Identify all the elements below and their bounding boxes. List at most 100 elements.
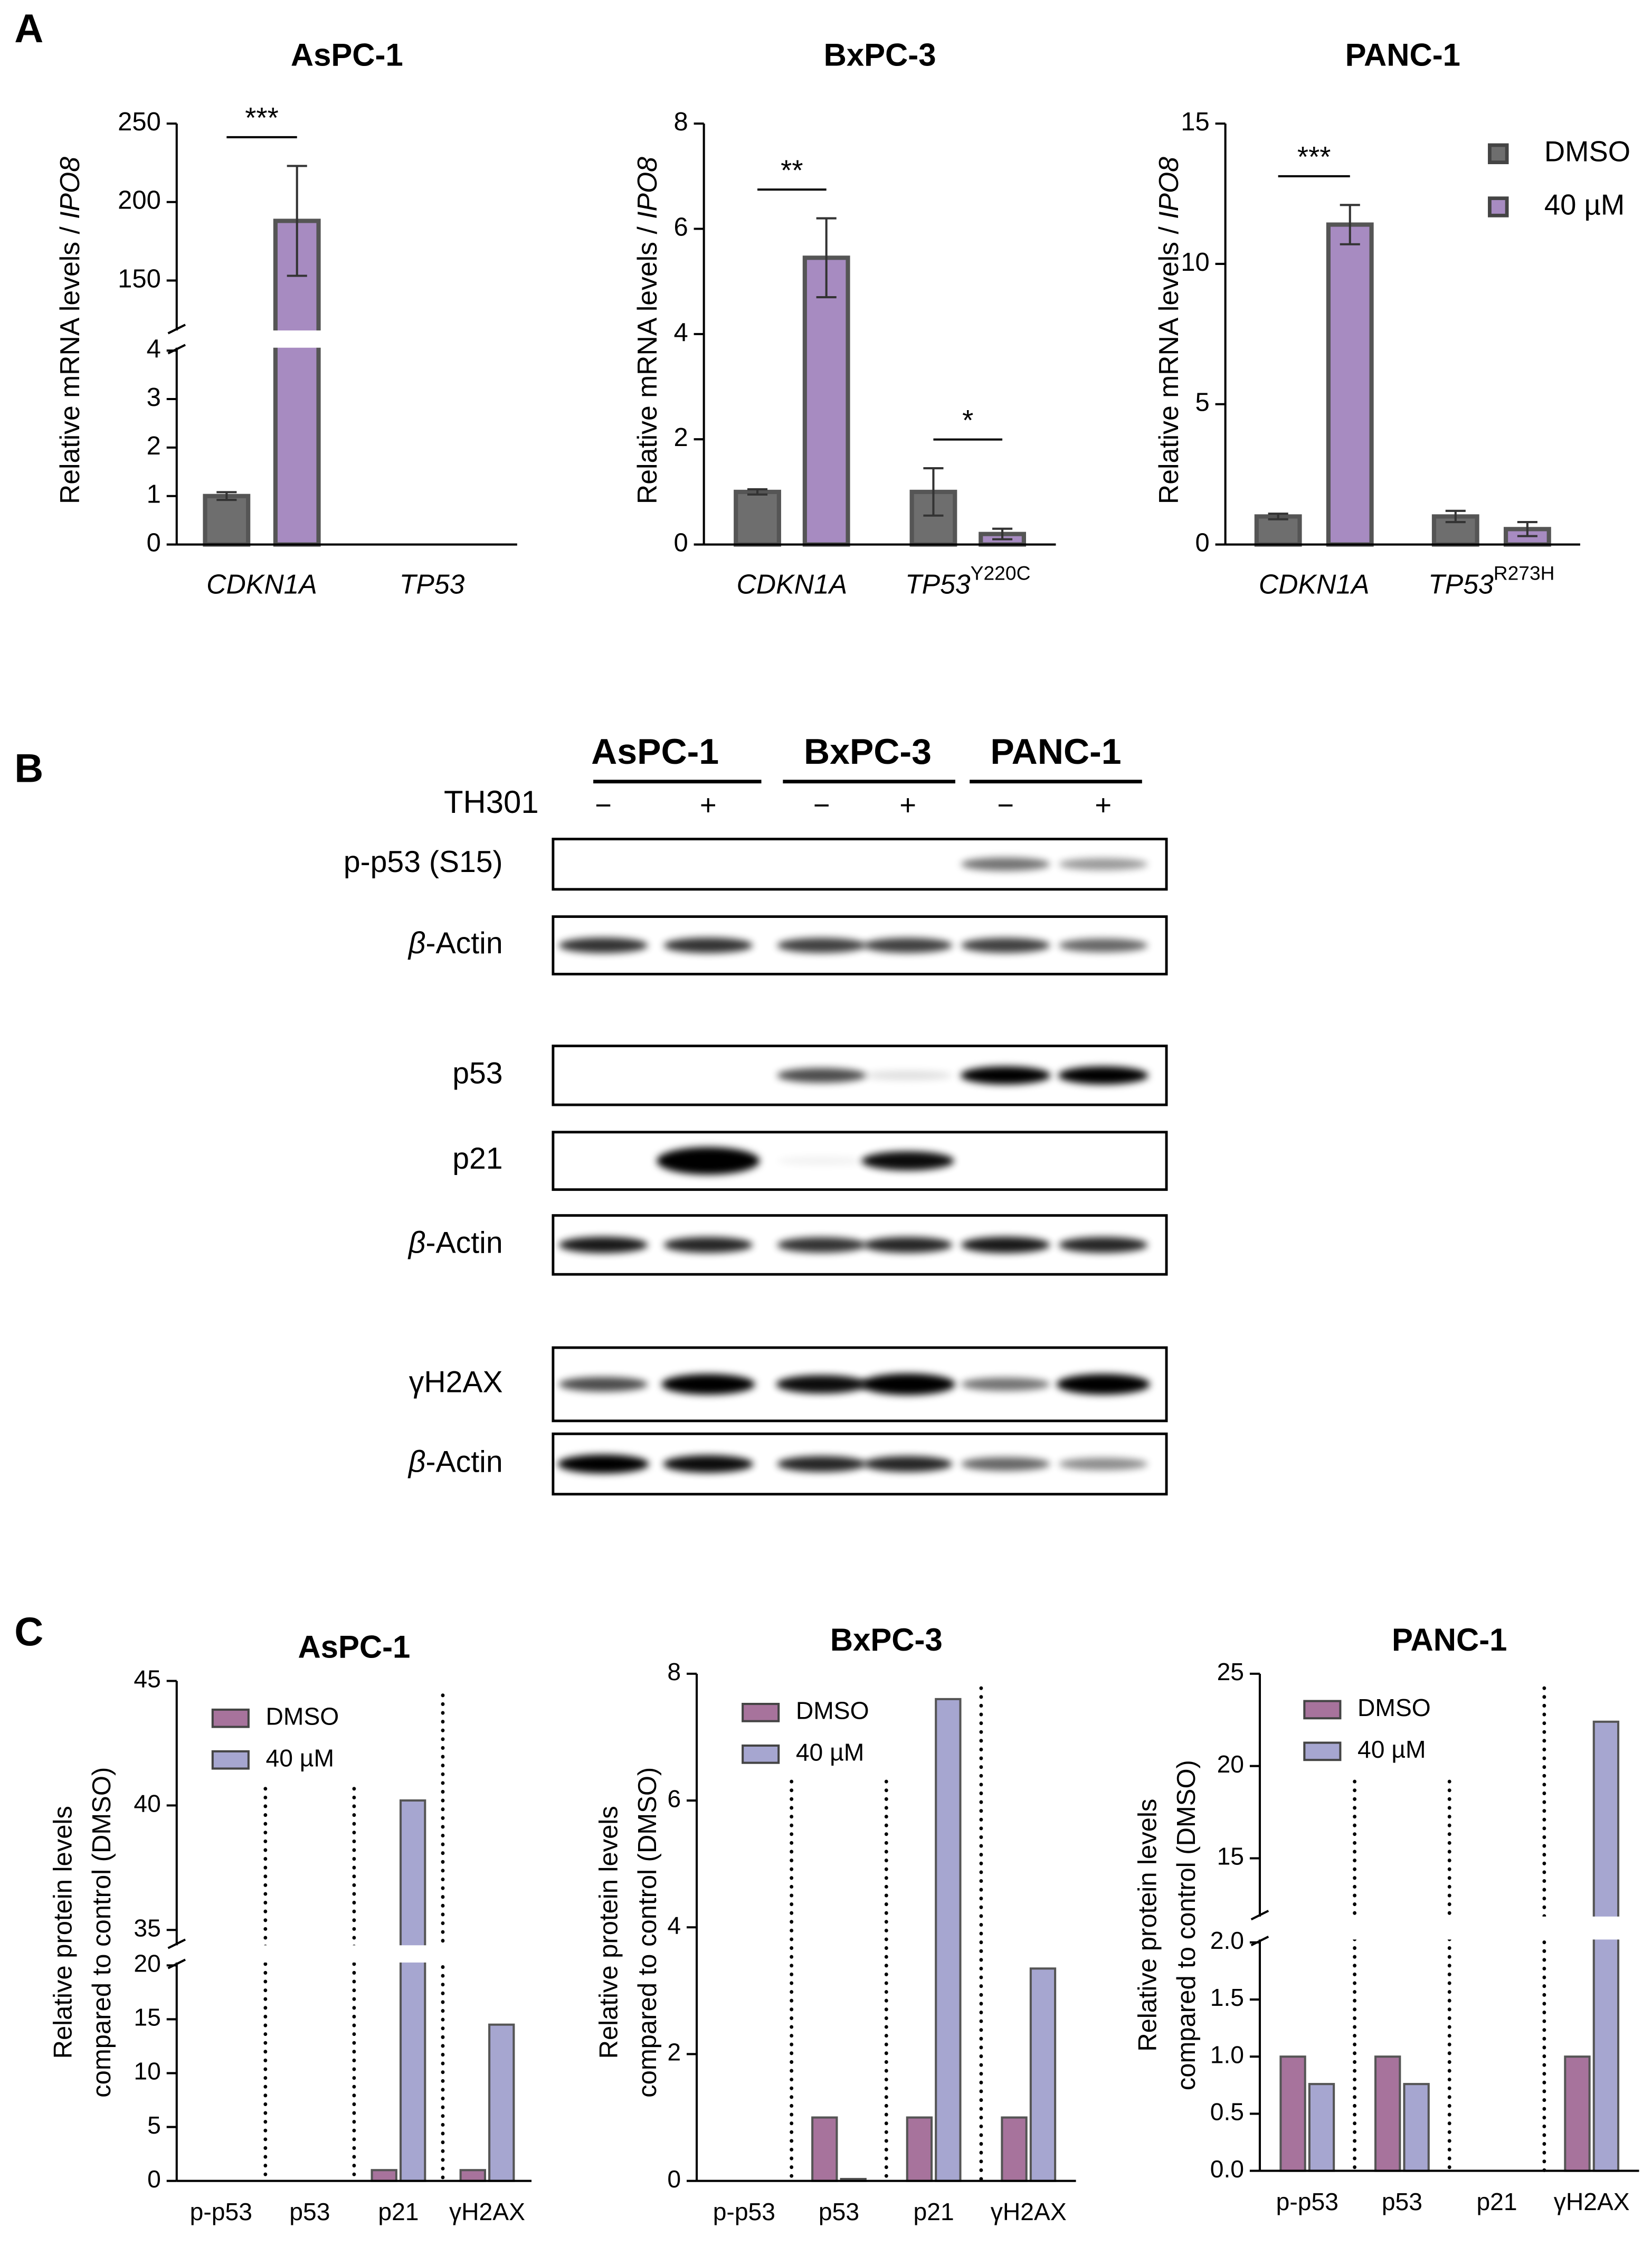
category-name: p53 bbox=[1382, 2188, 1422, 2215]
category-name: p53 bbox=[819, 2198, 859, 2225]
break-mark bbox=[1250, 1936, 1269, 1947]
superscript: R273H bbox=[1494, 562, 1555, 584]
band bbox=[961, 937, 1050, 953]
x-tick-label: p53 bbox=[289, 2198, 330, 2225]
blot-row-label: p-p53 (S15) bbox=[344, 845, 503, 879]
y-tick-label: 4 bbox=[667, 1911, 681, 1939]
y-tick-label: 15 bbox=[1217, 1843, 1244, 1870]
x-tick-label: CDKN1A bbox=[1259, 568, 1370, 599]
band bbox=[657, 1147, 760, 1175]
band bbox=[961, 857, 1050, 871]
band bbox=[558, 1236, 648, 1253]
blot-row-label-part: β bbox=[407, 1226, 426, 1260]
category-name: p21 bbox=[378, 2198, 419, 2225]
band bbox=[863, 1456, 953, 1472]
band bbox=[777, 1156, 867, 1165]
x-tick-label: TP53 bbox=[400, 568, 465, 599]
break-mark bbox=[1250, 1910, 1269, 1921]
y-axis-label-part: Relative mRNA levels / bbox=[1153, 219, 1184, 504]
category-name: γH2AX bbox=[449, 2198, 525, 2225]
panel-label: A bbox=[14, 6, 43, 51]
y-tick-label: 1.5 bbox=[1210, 1984, 1244, 2011]
treatment-sign: − bbox=[813, 789, 830, 821]
break-mark bbox=[167, 1938, 186, 1949]
treatment-label: TH301 bbox=[444, 784, 539, 820]
y-axis-label: Relative mRNA levels / IPO8 bbox=[54, 157, 85, 504]
y-tick-label: 15 bbox=[1181, 108, 1210, 136]
treatment-sign: + bbox=[700, 789, 717, 821]
bar bbox=[1403, 2083, 1430, 2172]
y-tick-label: 6 bbox=[667, 1785, 681, 1812]
legend-label: DMSO bbox=[266, 1702, 339, 1730]
blot-row-label-part: -Actin bbox=[426, 926, 503, 960]
legend-label: DMSO bbox=[1357, 1694, 1431, 1721]
panel-label: B bbox=[14, 746, 43, 791]
category-name: TP53 bbox=[1428, 568, 1494, 599]
y-tick-label: 0 bbox=[667, 2165, 681, 2193]
band bbox=[777, 937, 867, 953]
y-tick-label: 1 bbox=[147, 480, 161, 509]
y-axis-label: Relative protein levels bbox=[595, 1806, 623, 2059]
superscript: Y220C bbox=[971, 562, 1031, 584]
y-tick-label: 5 bbox=[147, 2111, 161, 2139]
blot-row-label-part: p21 bbox=[452, 1142, 502, 1176]
category-name: γH2AX bbox=[1554, 2188, 1630, 2215]
y-axis-label: Relative mRNA levels / IPO8 bbox=[632, 157, 662, 504]
blot-row-label-part: β bbox=[407, 926, 426, 960]
bar bbox=[459, 2169, 486, 2182]
bar bbox=[1564, 2055, 1591, 2172]
category-name: CDKN1A bbox=[1259, 568, 1370, 599]
category-name: TP53 bbox=[905, 568, 971, 599]
bar bbox=[1001, 2116, 1028, 2182]
y-tick-label: 35 bbox=[134, 1914, 160, 1941]
chart-title: PANC-1 bbox=[1345, 37, 1460, 73]
band bbox=[777, 1068, 867, 1083]
y-tick-label: 6 bbox=[673, 213, 688, 241]
bar bbox=[1308, 2083, 1335, 2172]
y-axis-label-part: Relative mRNA levels / bbox=[632, 219, 662, 504]
y-tick-label: 8 bbox=[667, 1658, 681, 1685]
significance-label: *** bbox=[245, 102, 279, 134]
blot-row-label-part: γH2AX bbox=[409, 1366, 503, 1399]
band bbox=[1058, 1457, 1148, 1471]
blot-row-label-part: p53 bbox=[452, 1056, 502, 1090]
category-name: γH2AX bbox=[991, 2198, 1067, 2225]
bar bbox=[811, 2116, 838, 2182]
axis-break bbox=[162, 1945, 532, 1963]
x-tick-label: p-p53 bbox=[1276, 2188, 1338, 2215]
band bbox=[661, 1373, 755, 1395]
bar bbox=[1592, 1720, 1620, 2172]
band bbox=[1058, 1237, 1148, 1253]
y-tick-label: 10 bbox=[134, 2058, 160, 2085]
y-tick-label: 1.0 bbox=[1210, 2041, 1244, 2068]
blot-row-label-part: p-p53 (S15) bbox=[344, 845, 503, 879]
bar bbox=[802, 255, 850, 547]
blot-row-label: p53 bbox=[452, 1056, 502, 1090]
blot-row-label-part: -Actin bbox=[426, 1445, 503, 1479]
blot-row-label: β-Actin bbox=[407, 1445, 503, 1479]
band bbox=[557, 1454, 649, 1474]
category-name: p53 bbox=[289, 2198, 330, 2225]
treatment-sign: + bbox=[1095, 789, 1112, 821]
y-tick-label: 0 bbox=[673, 529, 688, 557]
bar bbox=[203, 494, 251, 547]
band bbox=[860, 1373, 955, 1395]
break-mark bbox=[167, 1958, 186, 1969]
blot-row-label-part: β bbox=[407, 1445, 426, 1479]
legend-label: DMSO bbox=[796, 1697, 869, 1724]
chart-title: AsPC-1 bbox=[298, 1629, 410, 1664]
legend-marker bbox=[211, 1708, 250, 1728]
y-axis-label: Relative protein levels bbox=[1133, 1799, 1162, 2052]
band bbox=[1058, 1066, 1148, 1085]
band bbox=[961, 1236, 1050, 1253]
axis-break bbox=[1245, 1916, 1639, 1940]
category-name: p-p53 bbox=[190, 2198, 252, 2225]
blot-row-label-part: -Actin bbox=[426, 1226, 503, 1260]
category-name: CDKN1A bbox=[206, 568, 317, 599]
y-tick-label: 40 bbox=[134, 1790, 160, 1817]
y-tick-label: 2 bbox=[667, 2039, 681, 2066]
cell-line-header: AsPC-1 bbox=[591, 732, 719, 772]
x-tick-label: p53 bbox=[1382, 2188, 1422, 2215]
